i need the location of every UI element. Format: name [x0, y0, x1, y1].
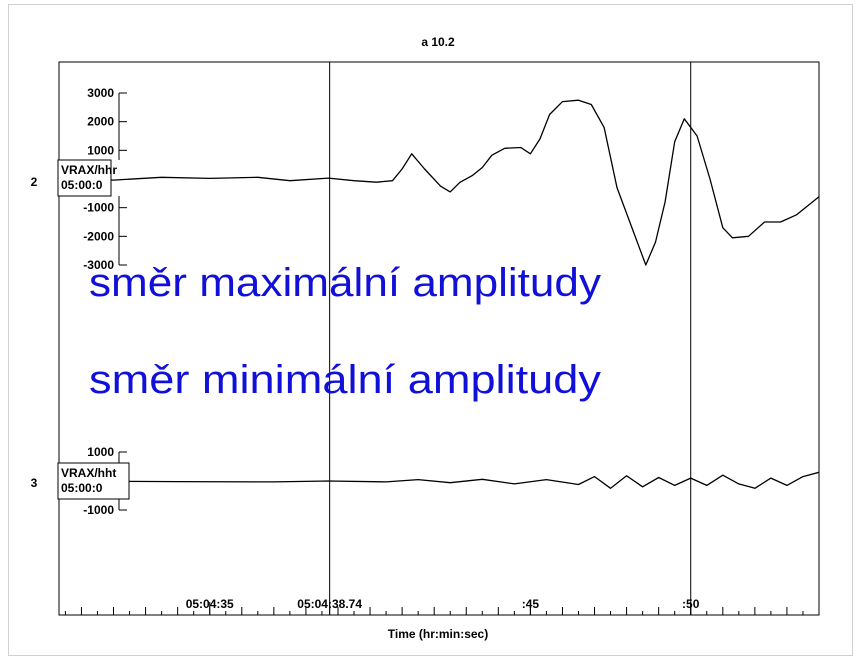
x-axis-label: Time (hr:min:sec) — [388, 627, 488, 641]
y-tick-label: 2000 — [87, 115, 114, 129]
plot-frame — [58, 61, 820, 616]
trace-index-label: 2 — [31, 175, 38, 189]
y-tick-label: 3000 — [87, 86, 114, 100]
trace-channel-label: VRAX/hht — [61, 466, 116, 480]
page-frame — [8, 4, 853, 656]
waveform-line — [59, 99, 819, 266]
trace-time-label: 05:00:0 — [61, 178, 103, 192]
trace-index-label: 3 — [31, 476, 38, 490]
x-tick-label: :45 — [522, 597, 540, 611]
trace-2: 3000 2000 1000 -1000 -2000 -3000 VRAX/hhr05:00… — [31, 86, 819, 272]
trace-label-box — [57, 462, 130, 500]
y-tick-label: -1000 — [83, 201, 114, 215]
trace-time-label: 05:00:0 — [61, 481, 103, 495]
y-tick-label: 1000 — [87, 143, 114, 157]
y-tick-label: -1000 — [83, 503, 114, 517]
y-tick-label: 1000 — [87, 445, 114, 459]
y-tick-label: -3000 — [83, 258, 114, 272]
annotation-text: směr minimální amplitudy — [89, 358, 601, 402]
y-tick-label: -2000 — [83, 229, 114, 243]
x-tick-label: 05:04:38.74 — [297, 597, 362, 611]
waveform-line — [59, 471, 819, 489]
x-tick-label: 05:04:35 — [186, 597, 234, 611]
chart-title: a 10.2 — [421, 35, 455, 49]
trace-label-box — [57, 159, 112, 197]
x-tick-label: :50 — [682, 597, 700, 611]
trace-channel-label: VRAX/hhr — [61, 163, 117, 177]
annotation-text: směr maximální amplitudy — [89, 261, 601, 305]
